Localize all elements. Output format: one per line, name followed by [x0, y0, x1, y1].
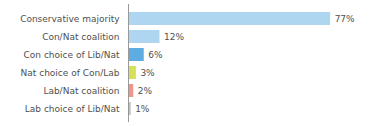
- svg-text:Lab choice of Lib/Nat: Lab choice of Lib/Nat: [25, 104, 120, 114]
- svg-text:2%: 2%: [138, 86, 153, 96]
- svg-text:77%: 77%: [335, 14, 355, 24]
- svg-text:Lab/Nat coalition: Lab/Nat coalition: [43, 86, 119, 96]
- svg-text:6%: 6%: [148, 50, 163, 60]
- svg-text:12%: 12%: [164, 32, 184, 42]
- svg-text:1%: 1%: [135, 104, 150, 114]
- svg-text:Conservative majority: Conservative majority: [20, 14, 120, 24]
- svg-text:Con choice of Lib/Nat: Con choice of Lib/Nat: [24, 50, 120, 60]
- svg-text:3%: 3%: [140, 68, 155, 78]
- svg-text:Con/Nat coalition: Con/Nat coalition: [42, 32, 119, 42]
- svg-text:Nat choice of Con/Lab: Nat choice of Con/Lab: [21, 68, 120, 78]
